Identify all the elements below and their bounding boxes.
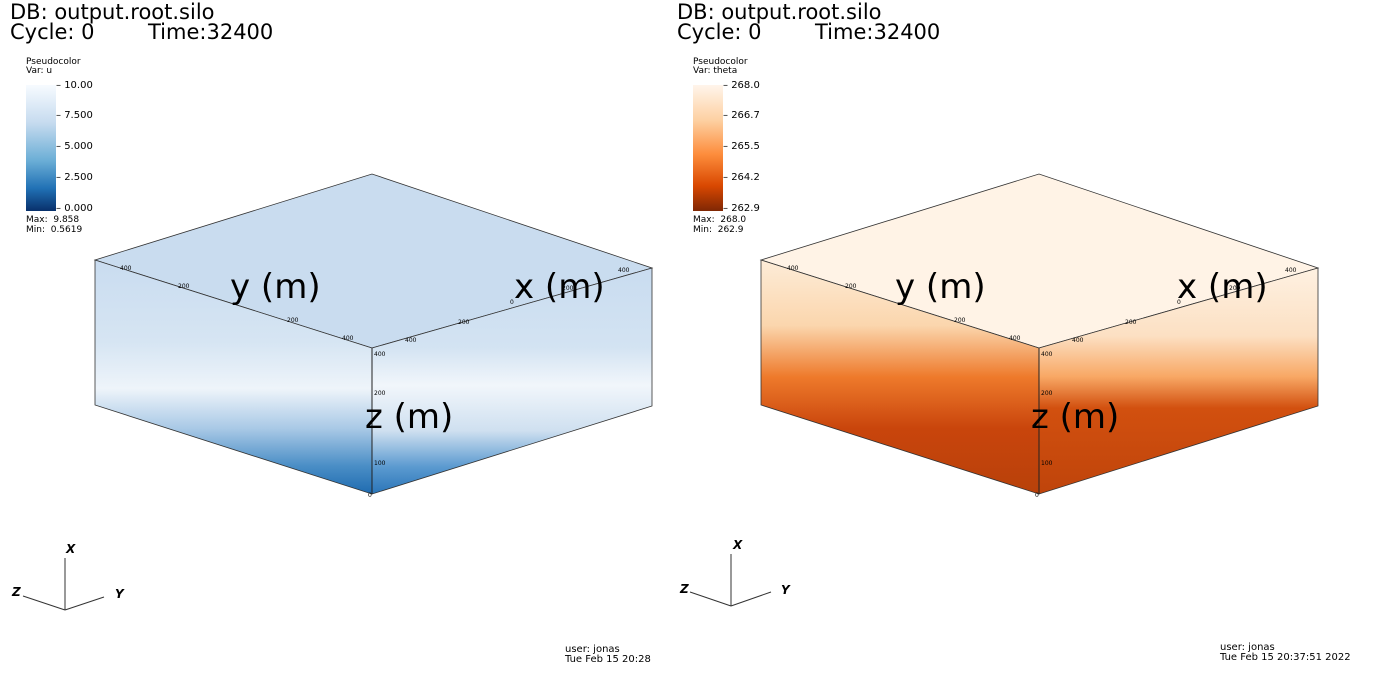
time-label: Time:32400 — [148, 20, 274, 44]
x-axis-title: x (m) — [1177, 267, 1268, 307]
legend-tick: – 7.500 — [56, 110, 93, 121]
axis-tick-label: 200 — [1041, 390, 1053, 397]
color-bar — [693, 85, 723, 211]
axis-tick-label: 200 — [954, 317, 966, 324]
axis-tick-label: 200 — [845, 283, 857, 290]
time-label: Time:32400 — [815, 20, 941, 44]
triad-x-label: X — [65, 542, 76, 556]
axis-tick-label: 200 — [178, 283, 190, 290]
axis-tick-label: 0 — [1177, 299, 1181, 306]
axis-tick-label: 100 — [1041, 460, 1053, 467]
legend-tick: – 262.9 — [723, 203, 760, 214]
axis-tick-label: 400 — [342, 335, 354, 342]
axis-tick-label: 200 — [562, 285, 574, 292]
legend-tick: – 268.0 — [723, 80, 760, 91]
legend-max: Max: 268.0 — [693, 215, 747, 225]
axis-tick-label: 200 — [287, 317, 299, 324]
z-axis-title: z (m) — [1031, 397, 1119, 437]
legend-tick: – 0.000 — [56, 203, 93, 214]
date-label: Tue Feb 15 20:28 — [565, 654, 651, 665]
triad-x-label: X — [732, 538, 743, 552]
database-label: DB: output.root.silo — [677, 0, 882, 24]
legend-tick: – 264.2 — [723, 172, 760, 183]
legend-variable: Var: u — [26, 66, 53, 76]
user-label: user: jonas — [565, 644, 620, 655]
axis-tick-label: 400 — [787, 265, 799, 272]
legend-title: Pseudocolor — [693, 57, 748, 67]
cycle-label: Cycle: 0 — [10, 20, 95, 44]
user-label: user: jonas — [1220, 642, 1275, 653]
triad-y-label: Y — [781, 583, 791, 597]
axis-tick-label: 400 — [1285, 267, 1297, 274]
x-axis-title: x (m) — [514, 267, 605, 307]
axis-tick-label: 400 — [618, 267, 630, 274]
legend-min: Min: 262.9 — [693, 225, 744, 235]
axis-tick-label: 400 — [1009, 335, 1021, 342]
axis-tick-label: 0 — [1035, 492, 1039, 499]
legend-tick: – 5.000 — [56, 141, 93, 152]
legend-tick: – 10.00 — [56, 80, 93, 91]
legend-tick: – 2.500 — [56, 172, 93, 183]
axis-tick-label: 400 — [405, 337, 417, 344]
axis-tick-label: 0 — [368, 492, 372, 499]
triad-z-label: Z — [11, 585, 21, 599]
axis-tick-label: 0 — [510, 299, 514, 306]
triad-z-label: Z — [679, 582, 689, 596]
axis-tick-label: 200 — [1229, 285, 1241, 292]
z-axis-title: z (m) — [365, 397, 453, 437]
axis-tick-label: 400 — [1072, 337, 1084, 344]
axis-tick-label: 400 — [120, 265, 132, 272]
database-label: DB: output.root.silo — [10, 0, 215, 24]
axis-tick-label: 400 — [374, 351, 386, 358]
axis-tick-label: 200 — [1125, 319, 1137, 326]
axis-tick-label: 200 — [374, 390, 386, 397]
axis-triad: X Y Z — [11, 542, 125, 611]
axis-tick-label: 400 — [1041, 351, 1053, 358]
legend-min: Min: 0.5619 — [26, 225, 83, 235]
legend-tick: – 265.5 — [723, 141, 760, 152]
axis-tick-label: 100 — [374, 460, 386, 467]
triad-y-label: Y — [115, 587, 125, 601]
color-bar — [26, 85, 56, 211]
y-axis-title: y (m) — [895, 267, 986, 307]
legend-variable: Var: theta — [693, 66, 738, 76]
3d-box-render[interactable]: 400 200 200 400 400 200 0 200 400 400 20… — [667, 0, 1373, 674]
plot-panel-theta[interactable]: DB: output.root.silo Cycle: 0 Time:32400… — [667, 0, 1373, 674]
cycle-label: Cycle: 0 — [677, 20, 762, 44]
axis-tick-label: 200 — [458, 319, 470, 326]
legend-max: Max: 9.858 — [26, 215, 80, 225]
y-axis-title: y (m) — [230, 267, 321, 307]
legend-title: Pseudocolor — [26, 57, 81, 67]
plot-panel-u[interactable]: DB: output.root.silo Cycle: 0 Time:32400… — [0, 0, 680, 674]
date-label: Tue Feb 15 20:37:51 2022 — [1220, 652, 1351, 663]
legend-tick: – 266.7 — [723, 110, 760, 121]
axis-triad: X Y Z — [679, 538, 791, 607]
3d-box-render[interactable]: 400 200 200 400 400 200 0 200 400 400 20… — [0, 0, 680, 674]
